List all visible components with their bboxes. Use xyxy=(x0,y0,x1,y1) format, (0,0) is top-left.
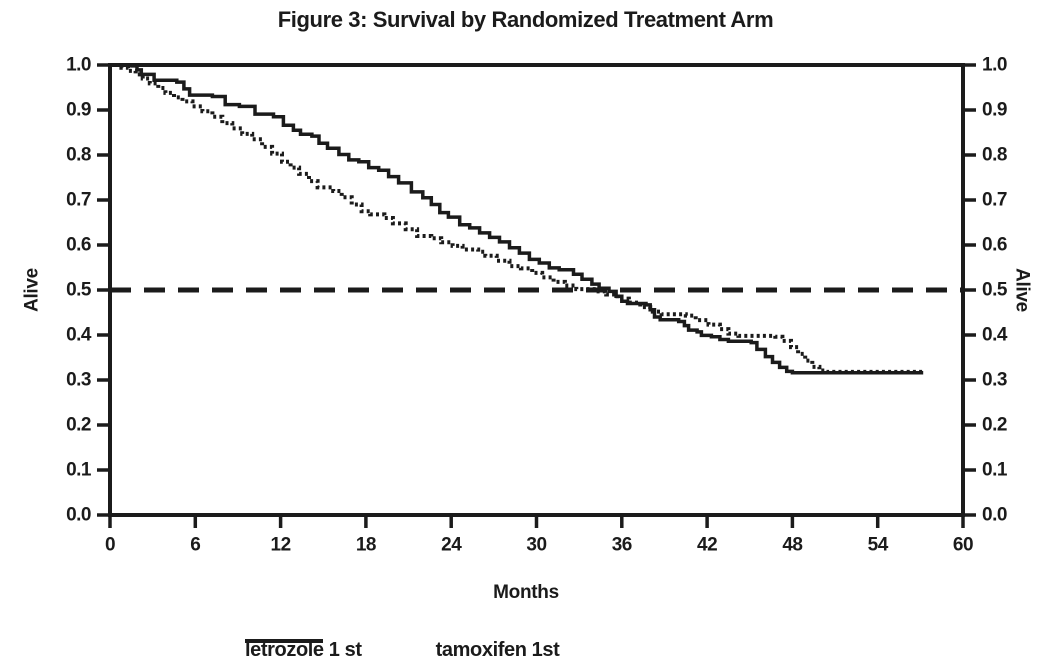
y-tick-label-left: 0.0 xyxy=(66,505,91,526)
x-axis-title: Months xyxy=(493,582,559,603)
y-tick-label-right: 0.8 xyxy=(982,145,1007,166)
y-tick-label-left: 0.5 xyxy=(66,280,92,301)
x-tick-label: 24 xyxy=(441,535,462,556)
figure-title: Figure 3: Survival by Randomized Treatme… xyxy=(277,7,774,32)
y-tick-label-left: 0.8 xyxy=(66,145,91,166)
y-tick-label-left: 0.9 xyxy=(66,100,91,121)
y-tick-label-right: 0.6 xyxy=(982,235,1007,256)
y-tick-label-left: 0.4 xyxy=(66,325,92,346)
dashed-line-icon xyxy=(245,639,323,643)
y-tick-label-right: 0.3 xyxy=(982,370,1007,391)
x-tick-label: 36 xyxy=(612,535,632,556)
y-tick-label-left: 0.1 xyxy=(66,460,92,481)
x-tick-label: 48 xyxy=(782,535,802,556)
y-tick-label-right: 0.2 xyxy=(982,415,1007,436)
x-tick-label: 0 xyxy=(105,535,115,556)
legend-label-letrozole: letrozole 1 st xyxy=(245,638,362,661)
y-tick-label-right: 1.0 xyxy=(982,55,1007,76)
x-tick-label: 42 xyxy=(697,535,717,556)
x-axis-ticks: 0 6 12 18 24 30 36 42 48 54 60 xyxy=(105,515,974,556)
y-tick-label-left: 1.0 xyxy=(66,55,91,76)
y-axis-ticks-left: 1.0 0.9 0.8 0.7 0.6 0.5 0.4 0.3 0.2 0.1 0.0 xyxy=(66,55,110,526)
y-axis-title-right: Alive xyxy=(1012,268,1033,312)
y-axis-ticks-right: 1.0 0.9 0.8 0.7 0.6 0.5 0.4 0.3 0.2 0.1 0.0 xyxy=(963,55,1008,526)
x-tick-label: 30 xyxy=(526,535,546,556)
x-tick-label: 18 xyxy=(356,535,376,556)
x-tick-label: 60 xyxy=(953,535,973,556)
y-tick-label-left: 0.7 xyxy=(66,190,91,211)
x-tick-label: 6 xyxy=(190,535,200,556)
tamoxifen-curve xyxy=(110,63,924,374)
y-axis-title-left: Alive xyxy=(22,268,43,312)
x-tick-label: 54 xyxy=(868,535,889,556)
y-tick-label-left: 0.2 xyxy=(66,415,91,436)
y-tick-label-left: 0.6 xyxy=(66,235,91,256)
chart-legend: letrozole 1 st tamoxifen 1st xyxy=(245,637,560,663)
y-tick-label-left: 0.3 xyxy=(66,370,91,391)
legend-item-tamoxifen: tamoxifen 1st xyxy=(245,638,560,662)
legend-label-tamoxifen: tamoxifen 1st xyxy=(435,638,560,661)
x-tick-label: 12 xyxy=(271,535,291,556)
y-tick-label-right: 0.7 xyxy=(982,190,1007,211)
y-tick-label-right: 0.1 xyxy=(982,460,1008,481)
y-tick-label-right: 0.4 xyxy=(982,325,1008,346)
letrozole-curve xyxy=(110,63,924,375)
y-tick-label-right: 0.0 xyxy=(982,505,1007,526)
y-tick-label-right: 0.5 xyxy=(982,280,1008,301)
y-tick-label-right: 0.9 xyxy=(982,100,1007,121)
